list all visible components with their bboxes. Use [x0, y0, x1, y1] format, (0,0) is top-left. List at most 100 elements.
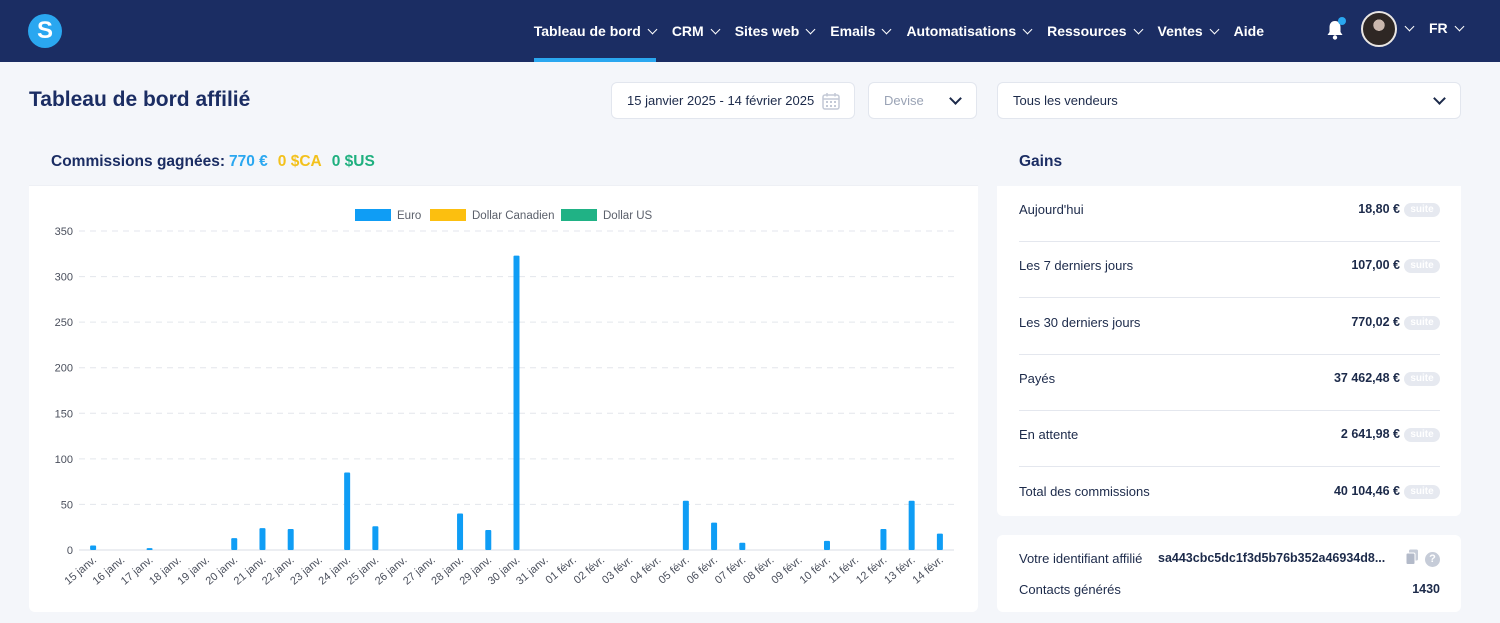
chart-bar — [287, 529, 294, 550]
vendor-select[interactable]: Tous les vendeurs — [997, 82, 1461, 119]
nav-item-sites-web[interactable]: Sites web — [734, 0, 816, 62]
chevron-down-icon — [949, 92, 962, 105]
x-tick-label: 11 févr. — [826, 554, 861, 586]
bell-icon[interactable] — [1326, 19, 1344, 41]
chart-bar — [231, 538, 238, 550]
chart-bar — [372, 526, 379, 550]
chevron-down-icon — [1133, 24, 1143, 34]
y-tick-label: 100 — [55, 454, 73, 466]
nav-item-label: Sites web — [734, 23, 800, 39]
main-nav: Tableau de bord CRM Sites web Emails Automat… — [533, 0, 1264, 62]
chevron-down-icon — [1022, 24, 1033, 34]
commissions-label: Commissions gagnées: — [51, 153, 225, 170]
commissions-bar-chart: 0 50 100 150 200 250 300 350 Euro Dollar Canadien… — [55, 209, 954, 588]
suite-badge[interactable]: suite — [1404, 315, 1440, 330]
nav-item-label: Emails — [830, 23, 876, 39]
suite-badge[interactable]: suite — [1404, 428, 1440, 443]
nav-item-emails[interactable]: Emails — [830, 0, 892, 62]
copy-icon[interactable] — [1405, 549, 1419, 565]
gain-row: Les 30 derniers jours 770,02 € suite — [1019, 299, 1440, 355]
date-range-picker[interactable]: 15 janvier 2025 - 14 février 2025 — [611, 82, 855, 119]
chart-bar — [513, 255, 520, 550]
gain-label: Payés — [1019, 370, 1056, 386]
gain-label: Aujourd'hui — [1019, 202, 1084, 217]
y-tick-label: 300 — [55, 272, 73, 284]
avatar[interactable] — [1361, 11, 1397, 47]
suite-badge[interactable]: suite — [1404, 203, 1440, 217]
affiliate-id-label: Votre identifiant affilié — [1019, 551, 1143, 566]
commissions-header: Commissions gagnées: 770 € 0 $CA 0 $US — [29, 139, 978, 186]
gain-value: 40 104,46 € — [1333, 483, 1400, 498]
gains-title: Gains — [997, 139, 1461, 186]
chart-bar — [711, 522, 718, 550]
chevron-down-icon — [805, 24, 816, 34]
x-tick-label: 04 févr. — [628, 554, 663, 586]
x-tick-label: 02 févr. — [572, 554, 607, 586]
nav-item-automatisations[interactable]: Automatisations — [906, 0, 1033, 62]
nav-item-label: CRM — [671, 23, 704, 39]
commissions-cad: 0 $CA — [277, 153, 322, 170]
y-tick-label: 150 — [55, 408, 73, 420]
x-tick-label: 31 janv. — [514, 554, 551, 587]
nav-item-crm[interactable]: CRM — [671, 0, 721, 62]
nav-item-aide[interactable]: Aide — [1234, 0, 1264, 62]
legend-swatch — [561, 209, 597, 221]
contacts-value: 1430 — [1412, 582, 1440, 596]
gain-value: 107,00 € — [1351, 258, 1400, 273]
currency-select[interactable]: Devise — [868, 82, 977, 119]
chevron-down-icon — [647, 24, 658, 34]
x-tick-label: 14 févr. — [910, 554, 945, 586]
chevron-down-icon — [710, 24, 721, 34]
nav-item-label: Ventes — [1157, 23, 1203, 39]
chart-bar — [739, 542, 746, 550]
nav-item-label: Tableau de bord — [533, 23, 641, 39]
chart-bar — [936, 533, 943, 550]
chart-bar — [823, 540, 830, 550]
x-tick-label: 13 févr. — [882, 554, 917, 586]
x-tick-label: 06 févr. — [685, 554, 720, 586]
y-tick-label: 350 — [55, 226, 73, 238]
gain-value: 37 462,48 € — [1333, 370, 1400, 385]
gain-value: 770,02 € — [1351, 314, 1400, 329]
nav-item-ventes[interactable]: Ventes — [1157, 0, 1220, 62]
date-range-value: 15 janvier 2025 - 14 février 2025 — [627, 93, 815, 108]
x-tick-label: 05 févr. — [656, 554, 691, 586]
commissions-chart-card: Commissions gagnées: 770 € 0 $CA 0 $US 0 50 1… — [29, 139, 978, 612]
legend-label: Dollar Canadien — [472, 210, 554, 222]
y-tick-label: 50 — [61, 499, 73, 511]
gain-label: Total des commissions — [1019, 483, 1150, 499]
affiliate-id-value[interactable]: sa443cbc5dc1f3d5b76b352a46934d8... — [1158, 551, 1386, 565]
nav-item-ressources[interactable]: Ressources — [1047, 0, 1143, 62]
nav-item-label: Aide — [1233, 23, 1264, 39]
app-logo[interactable]: S — [28, 14, 62, 48]
legend-label: Dollar US — [603, 210, 653, 222]
gain-row: Les 7 derniers jours 107,00 € suite — [1019, 242, 1440, 299]
chart-bar — [146, 548, 153, 550]
chart-bar — [682, 500, 689, 550]
chart-bar — [90, 545, 97, 550]
nav-item-label: Automatisations — [906, 23, 1017, 39]
suite-badge[interactable]: suite — [1404, 484, 1440, 499]
chevron-down-icon[interactable] — [1404, 21, 1415, 32]
x-tick-label: 12 févr. — [854, 554, 889, 586]
language-selector[interactable]: FR — [1429, 20, 1465, 36]
legend-swatch — [355, 209, 391, 221]
x-tick-label: 03 févr. — [600, 554, 635, 586]
page-title: Tableau de bord affilié — [29, 88, 251, 111]
vendor-value: Tous les vendeurs — [1013, 93, 1118, 108]
nav-item-label: Ressources — [1047, 23, 1127, 39]
gain-value: 18,80 € — [1358, 202, 1400, 216]
chevron-down-icon — [1454, 21, 1465, 31]
nav-item-tableau-de-bord[interactable]: Tableau de bord — [533, 0, 658, 62]
chart-bar — [259, 528, 266, 550]
affiliate-card: Votre identifiant affilié sa443cbc5dc1f3… — [997, 535, 1461, 612]
legend-label: Euro — [397, 210, 421, 222]
suite-badge[interactable]: suite — [1404, 259, 1440, 274]
contacts-label: Contacts générés — [1019, 582, 1121, 597]
gain-value: 2 641,98 € — [1340, 427, 1400, 442]
suite-badge[interactable]: suite — [1404, 371, 1440, 386]
gain-row: Total des commissions 40 104,46 € suite — [1019, 468, 1440, 517]
help-icon[interactable]: ? — [1425, 552, 1440, 567]
gain-row: Aujourd'hui 18,80 € suite — [1019, 186, 1440, 242]
y-tick-label: 250 — [55, 317, 73, 329]
